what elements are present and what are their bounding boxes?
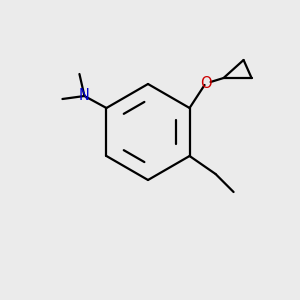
Text: O: O: [200, 76, 212, 91]
Text: N: N: [79, 88, 90, 103]
